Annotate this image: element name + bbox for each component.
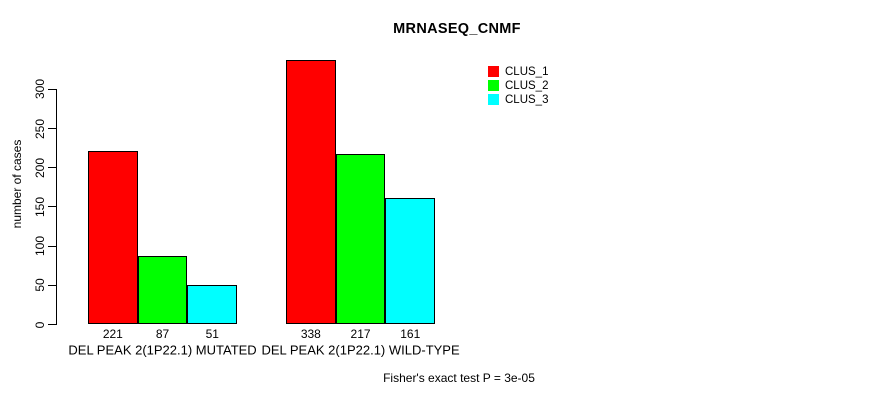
- y-tick: [48, 167, 56, 169]
- y-tick-label: 250: [33, 118, 47, 139]
- y-tick-label: 50: [33, 278, 47, 292]
- category-label: DEL PEAK 2(1P22.1) WILD-TYPE: [261, 342, 460, 357]
- bar-value-label: 161: [400, 327, 421, 341]
- bar: [385, 198, 436, 325]
- y-tick: [48, 206, 56, 208]
- y-tick-label: 150: [33, 196, 47, 217]
- category-label: DEL PEAK 2(1P22.1) MUTATED: [68, 342, 257, 357]
- y-tick-label: 0: [33, 321, 47, 328]
- bar: [286, 59, 336, 325]
- y-tick-label: 200: [33, 157, 47, 178]
- y-tick: [48, 128, 56, 129]
- bar: [187, 284, 238, 325]
- bar-value-label: 51: [205, 327, 219, 341]
- legend-label: CLUS_3: [505, 93, 549, 106]
- bar-value-label: 221: [102, 327, 123, 341]
- y-tick: [48, 88, 56, 90]
- chart-title: MRNASEQ_CNMF: [393, 21, 521, 37]
- bar: [88, 151, 138, 325]
- legend-swatch-clus_2: [488, 80, 499, 92]
- legend-swatch-clus_3: [488, 94, 499, 106]
- y-axis-label: number of cases: [10, 139, 24, 229]
- y-tick-label: 300: [33, 79, 47, 100]
- legend-label: CLUS_1: [505, 65, 549, 78]
- bar-value-label: 338: [300, 327, 321, 341]
- y-tick-label: 100: [33, 236, 47, 257]
- bar-value-label: 217: [350, 327, 371, 341]
- y-axis-line: [56, 89, 57, 326]
- y-tick: [48, 245, 56, 247]
- bar-value-label: 87: [155, 327, 170, 341]
- bar: [335, 154, 386, 325]
- legend-label: CLUS_2: [505, 79, 549, 92]
- bar: [137, 256, 188, 325]
- y-tick: [48, 284, 56, 286]
- legend-swatch-clus_1: [488, 66, 499, 77]
- fisher-test-annotation: Fisher's exact test P = 3e-05: [383, 371, 535, 385]
- y-tick: [48, 324, 56, 325]
